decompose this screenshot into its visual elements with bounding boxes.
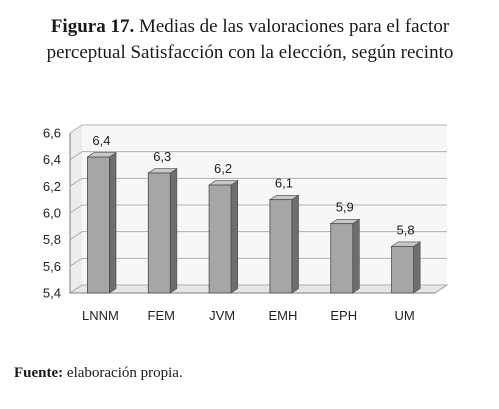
y-tick-label: 6,0	[43, 206, 61, 221]
data-label: 5,8	[397, 222, 415, 237]
gridline	[69, 257, 447, 267]
figure-caption: Figura 17. Medias de las valoraciones pa…	[10, 14, 490, 66]
x-tick-label: JVM	[209, 308, 235, 323]
chart-floor	[68, 284, 449, 294]
source-text: elaboración propia.	[66, 365, 183, 381]
bar-side	[352, 218, 360, 294]
y-tick-label: 5,8	[43, 232, 61, 247]
gridline	[69, 284, 447, 294]
bar	[87, 156, 110, 294]
bar	[330, 223, 354, 294]
x-tick-label: EMH	[268, 308, 297, 323]
bar-side	[109, 152, 117, 294]
x-tick-label: EPH	[330, 308, 357, 323]
bar-side	[291, 194, 299, 294]
bar	[147, 172, 171, 294]
bar-chart: 5,4 5,6 5,8 6,0 6,2 6,4 6,6 6,4 LNNM 6,3 FEM 6,2 JVM…	[43, 124, 449, 323]
source-note: Fuente: elaboración propia.	[14, 365, 183, 382]
y-tick-label: 6,6	[43, 126, 61, 141]
data-label: 6,2	[214, 161, 232, 176]
data-label: 6,3	[153, 149, 171, 164]
gridline	[69, 177, 447, 187]
gridline	[69, 124, 447, 134]
bar-side	[230, 180, 238, 294]
figure-label: Figura 17.	[50, 16, 135, 37]
y-tick-label: 5,4	[43, 286, 61, 301]
x-tick-label: FEM	[148, 308, 175, 323]
bar-side	[169, 168, 178, 294]
gridline	[69, 151, 447, 161]
data-label: 5,9	[336, 200, 354, 215]
x-tick-label: UM	[394, 308, 414, 323]
bar-side	[413, 241, 421, 294]
data-label: 6,4	[92, 133, 110, 148]
source-label: Fuente:	[14, 365, 64, 381]
x-tick-label: LNNM	[82, 308, 119, 323]
gridline	[69, 231, 447, 241]
bar	[391, 245, 414, 294]
bar	[269, 199, 293, 294]
y-tick-label: 6,4	[43, 152, 61, 167]
y-tick-label: 6,2	[43, 179, 61, 194]
y-tick-label: 5,6	[43, 259, 61, 274]
gridline	[69, 204, 447, 214]
bar	[208, 184, 232, 294]
data-label: 6,1	[275, 176, 293, 191]
figure-title: Medias de las valoraciones para el facto…	[46, 16, 454, 63]
